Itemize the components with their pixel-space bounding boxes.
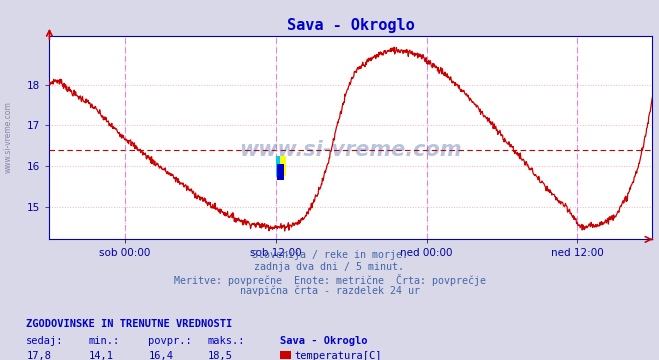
Title: Sava - Okroglo: Sava - Okroglo	[287, 18, 415, 33]
Text: 14,1: 14,1	[89, 351, 114, 360]
Bar	[275, 156, 281, 176]
Text: Sava - Okroglo: Sava - Okroglo	[280, 336, 368, 346]
Text: ZGODOVINSKE IN TRENUTNE VREDNOSTI: ZGODOVINSKE IN TRENUTNE VREDNOSTI	[26, 319, 233, 329]
Text: min.:: min.:	[89, 336, 120, 346]
Text: temperatura[C]: temperatura[C]	[295, 351, 382, 360]
Text: Meritve: povprečne  Enote: metrične  Črta: povprečje: Meritve: povprečne Enote: metrične Črta:…	[173, 274, 486, 286]
Text: www.si-vreme.com: www.si-vreme.com	[240, 140, 462, 160]
Text: maks.:: maks.:	[208, 336, 245, 346]
Text: 18,5: 18,5	[208, 351, 233, 360]
Bar	[275, 156, 286, 176]
Text: Slovenija / reke in morje.: Slovenija / reke in morje.	[252, 250, 407, 260]
Text: povpr.:: povpr.:	[148, 336, 192, 346]
Text: 16,4: 16,4	[148, 351, 173, 360]
Bar	[277, 165, 283, 180]
Text: www.si-vreme.com: www.si-vreme.com	[3, 101, 13, 173]
Text: 17,8: 17,8	[26, 351, 51, 360]
Text: sedaj:: sedaj:	[26, 336, 64, 346]
Text: navpična črta - razdelek 24 ur: navpična črta - razdelek 24 ur	[239, 286, 420, 296]
Text: zadnja dva dni / 5 minut.: zadnja dva dni / 5 minut.	[254, 262, 405, 272]
